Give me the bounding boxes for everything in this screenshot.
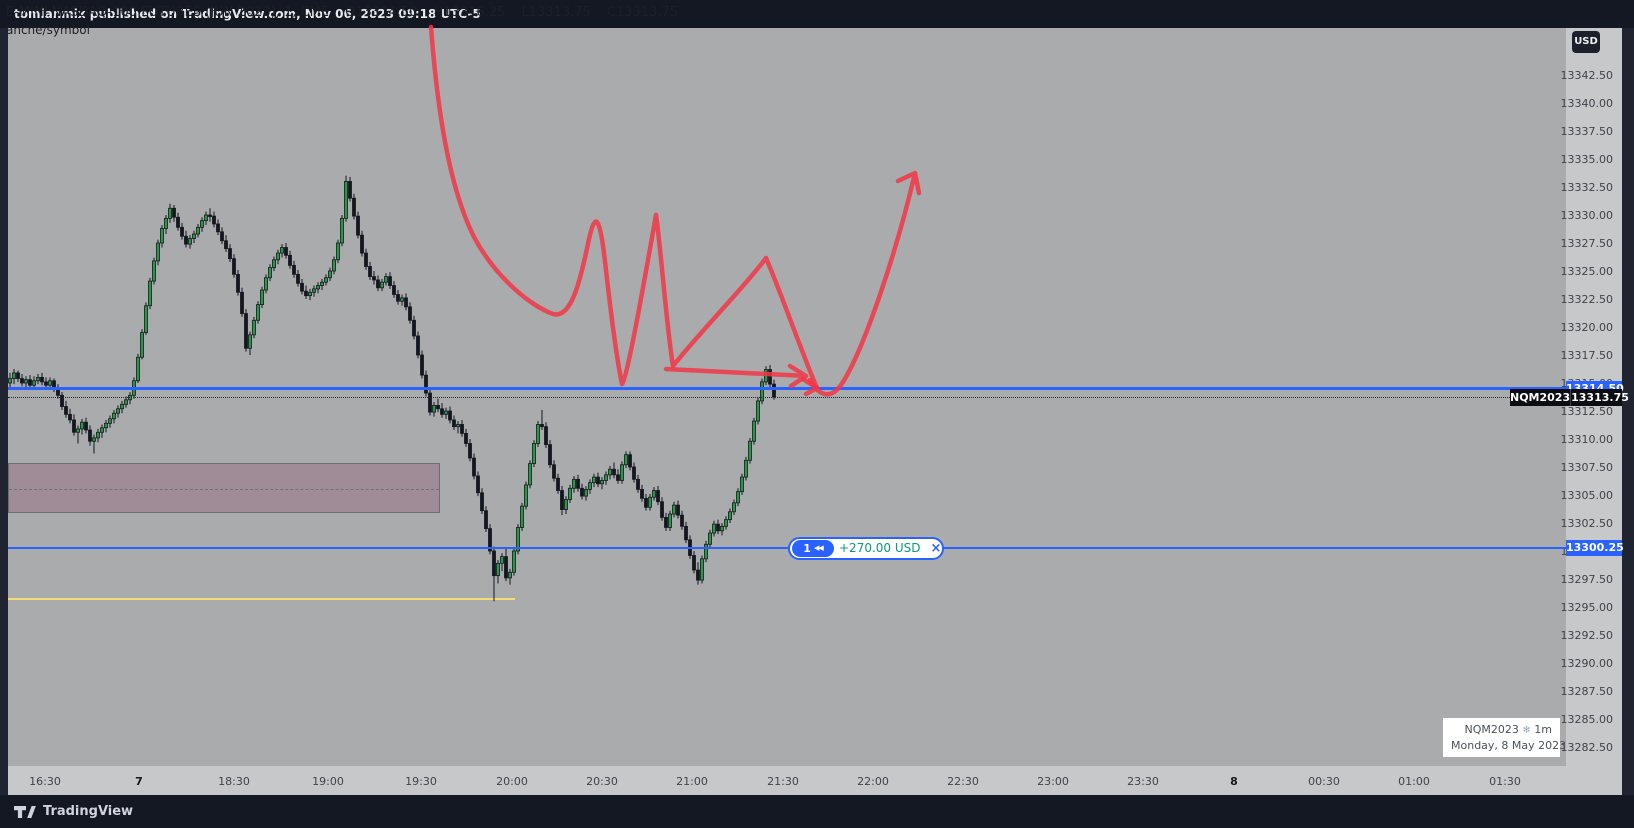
- footer-bar: TradingView: [0, 795, 1634, 828]
- right-frame-strip: [1622, 28, 1634, 795]
- time-tick-label: 19:30: [405, 775, 437, 788]
- price-tick-label: 13282.50: [1560, 740, 1614, 754]
- price-tick-label: 13312.50: [1560, 404, 1614, 418]
- price-tick-label: 13297.50: [1560, 572, 1614, 586]
- time-tick-label: 19:00: [312, 775, 344, 788]
- publish-bar: tomianmix published on TradingView.com, …: [0, 0, 1634, 28]
- time-axis[interactable]: 16:30 7 18:30 19:00 19:30 20:00 20:30 21:00 21:3…: [8, 766, 1622, 795]
- last-price-symbol: NQM2023: [1510, 390, 1571, 404]
- tradingview-wordmark[interactable]: TradingView: [43, 804, 134, 819]
- symbol-title: E-MINI NASDAQ-100 FUTURES (JUN 2023), 1,…: [6, 5, 330, 20]
- position-count-button[interactable]: 1 ◀◀: [792, 539, 834, 557]
- lower-line-price-badge: 13300.25: [1566, 540, 1624, 557]
- time-tick-label: 23:30: [1127, 775, 1159, 788]
- last-price-value: 13313.75: [1570, 388, 1629, 406]
- price-tick-label: 13327.50: [1560, 236, 1614, 250]
- open-value: O13314.50: [345, 5, 418, 20]
- time-tick-label: 20:00: [496, 775, 528, 788]
- time-tick-label: 00:30: [1308, 775, 1340, 788]
- price-tick-label: 13342.50: [1560, 68, 1614, 82]
- blue-horizontal-line-13314[interactable]: [8, 387, 1622, 391]
- price-tick-label: 13295.00: [1560, 600, 1614, 614]
- profit-loss-label: +270.00 USD: [839, 541, 921, 556]
- zone-midline: [9, 488, 439, 490]
- publish-text: tomianmix published on TradingView.com, …: [14, 7, 481, 21]
- bar-info-line1: NQM2023 ❄ 1m: [1451, 722, 1552, 738]
- short-zone-box[interactable]: [8, 462, 440, 513]
- price-tick-label: 13302.50: [1560, 516, 1614, 530]
- symbol-title-row: E-MINI NASDAQ-100 FUTURES (JUN 2023), 1,…: [6, 5, 682, 20]
- price-tick-label: 13320.00: [1560, 320, 1614, 334]
- symbol-subtitle: anche/symbol: [6, 23, 90, 37]
- price-tick-label: 13322.50: [1560, 292, 1614, 306]
- rewind-icon: ◀◀: [813, 543, 824, 552]
- price-tick-label: 13307.50: [1560, 460, 1614, 474]
- time-tick-label: 01:30: [1489, 775, 1521, 788]
- time-tick-label: 23:00: [1037, 775, 1069, 788]
- time-tick-label: 7: [135, 775, 143, 788]
- price-tick-label: 13287.50: [1560, 684, 1614, 698]
- price-tick-label: 13310.00: [1560, 432, 1614, 446]
- price-tick-label: 13330.00: [1560, 208, 1614, 222]
- position-count: 1: [803, 541, 811, 555]
- time-tick-label: 8: [1230, 775, 1238, 788]
- position-tool[interactable]: 1 ◀◀ +270.00 USD ×: [788, 536, 944, 560]
- market-closed-icon: ❄: [1522, 725, 1531, 736]
- time-tick-label: 21:00: [676, 775, 708, 788]
- price-tick-label: 13337.50: [1560, 124, 1614, 138]
- bar-info-date: Monday, 8 May 2023: [1451, 739, 1567, 752]
- info-interval: 1m: [1534, 723, 1552, 736]
- last-price-dotted-line: [8, 397, 1622, 398]
- time-tick-label: 22:30: [947, 775, 979, 788]
- price-tick-label: 13290.00: [1560, 656, 1614, 670]
- time-tick-label: 18:30: [218, 775, 250, 788]
- yellow-level-line[interactable]: [8, 598, 515, 601]
- left-frame-strip: [0, 28, 8, 795]
- price-tick-label: 13292.50: [1560, 628, 1614, 642]
- price-tick-label: 13305.00: [1560, 488, 1614, 502]
- time-tick-label: 21:30: [767, 775, 799, 788]
- time-tick-label: 20:30: [586, 775, 618, 788]
- price-tick-label: 13335.00: [1560, 152, 1614, 166]
- tradingview-logo-icon[interactable]: [14, 805, 36, 819]
- symbol-header: E-MINI NASDAQ-100 FUTURES (JUN 2023), 1,…: [6, 5, 682, 37]
- high-value: H13316.25: [433, 5, 506, 20]
- currency-badge[interactable]: USD: [1572, 31, 1600, 53]
- price-tick-label: 13285.00: [1560, 712, 1614, 726]
- time-tick-label: 22:00: [857, 775, 889, 788]
- close-icon[interactable]: ×: [930, 540, 942, 556]
- price-tick-label: 13317.50: [1560, 348, 1614, 362]
- close-value: C13313.75: [606, 5, 679, 20]
- last-price-tag: NQM2023 13313.75: [1510, 388, 1629, 406]
- bar-info-box: NQM2023 ❄ 1m Monday, 8 May 2023: [1443, 718, 1567, 757]
- time-tick-label: 01:00: [1398, 775, 1430, 788]
- price-tick-label: 13332.50: [1560, 180, 1614, 194]
- time-tick-label: 16:30: [29, 775, 61, 788]
- price-tick-label: 13325.00: [1560, 264, 1614, 278]
- info-symbol: NQM2023: [1464, 723, 1519, 736]
- low-value: L13313.75: [521, 5, 591, 20]
- price-tick-label: 13340.00: [1560, 96, 1614, 110]
